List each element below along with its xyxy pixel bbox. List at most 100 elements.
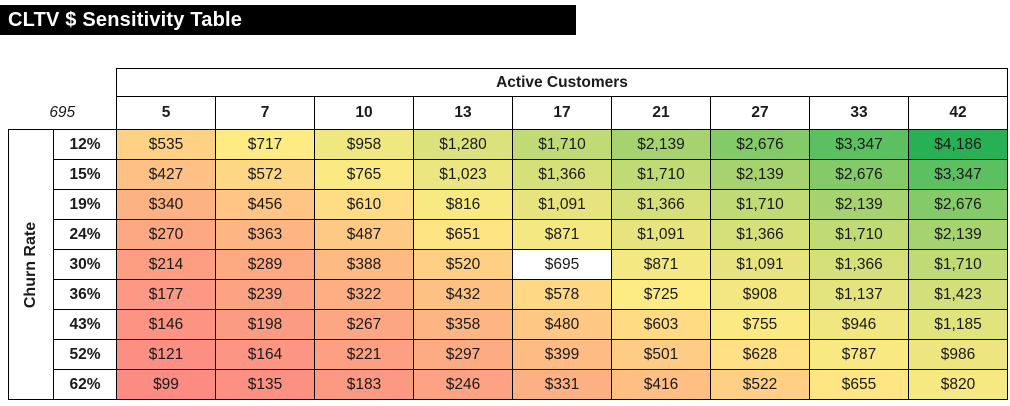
table-cell[interactable]: $520 — [413, 249, 513, 280]
table-cell[interactable]: $146 — [116, 309, 216, 340]
table-cell[interactable]: $1,185 — [908, 309, 1008, 340]
table-cell[interactable]: $1,710 — [809, 219, 909, 250]
table-cell[interactable]: $2,139 — [710, 159, 810, 190]
table-cell[interactable]: $3,347 — [809, 129, 909, 160]
column-header[interactable]: 5 — [116, 96, 216, 130]
table-cell[interactable]: $214 — [116, 249, 216, 280]
table-cell[interactable]: $986 — [908, 339, 1008, 370]
base-case-cell[interactable]: $695 — [512, 249, 612, 280]
table-cell[interactable]: $871 — [512, 219, 612, 250]
table-cell[interactable]: $1,710 — [908, 249, 1008, 280]
table-cell[interactable]: $578 — [512, 279, 612, 310]
table-cell[interactable]: $655 — [809, 369, 909, 400]
table-cell[interactable]: $501 — [611, 339, 711, 370]
table-cell[interactable]: $2,139 — [611, 129, 711, 160]
table-cell[interactable]: $765 — [314, 159, 414, 190]
row-header[interactable]: 12% — [53, 129, 117, 160]
table-cell[interactable]: $297 — [413, 339, 513, 370]
table-cell[interactable]: $1,137 — [809, 279, 909, 310]
table-cell[interactable]: $1,423 — [908, 279, 1008, 310]
table-cell[interactable]: $135 — [215, 369, 315, 400]
table-cell[interactable]: $267 — [314, 309, 414, 340]
column-group-header[interactable]: Active Customers — [116, 68, 1008, 97]
table-cell[interactable]: $1,023 — [413, 159, 513, 190]
table-cell[interactable]: $1,366 — [512, 159, 612, 190]
table-cell[interactable]: $456 — [215, 189, 315, 220]
row-header[interactable]: 24% — [53, 219, 117, 250]
table-cell[interactable]: $164 — [215, 339, 315, 370]
row-header[interactable]: 15% — [53, 159, 117, 190]
table-cell[interactable]: $432 — [413, 279, 513, 310]
table-cell[interactable]: $717 — [215, 129, 315, 160]
column-header[interactable]: 7 — [215, 96, 315, 130]
table-cell[interactable]: $2,676 — [710, 129, 810, 160]
table-cell[interactable]: $4,186 — [908, 129, 1008, 160]
table-cell[interactable]: $572 — [215, 159, 315, 190]
row-header[interactable]: 19% — [53, 189, 117, 220]
column-header[interactable]: 17 — [512, 96, 612, 130]
table-cell[interactable]: $908 — [710, 279, 810, 310]
table-cell[interactable]: $610 — [314, 189, 414, 220]
row-header[interactable]: 52% — [53, 339, 117, 370]
table-cell[interactable]: $198 — [215, 309, 315, 340]
table-cell[interactable]: $246 — [413, 369, 513, 400]
column-header[interactable]: 33 — [809, 96, 909, 130]
table-cell[interactable]: $871 — [611, 249, 711, 280]
table-cell[interactable]: $487 — [314, 219, 414, 250]
table-cell[interactable]: $1,366 — [710, 219, 810, 250]
row-header[interactable]: 36% — [53, 279, 117, 310]
table-cell[interactable]: $289 — [215, 249, 315, 280]
base-case-corner-value[interactable]: 695 — [8, 96, 117, 130]
table-cell[interactable]: $331 — [512, 369, 612, 400]
table-cell[interactable]: $958 — [314, 129, 414, 160]
table-cell[interactable]: $787 — [809, 339, 909, 370]
table-cell[interactable]: $725 — [611, 279, 711, 310]
table-cell[interactable]: $416 — [611, 369, 711, 400]
table-cell[interactable]: $322 — [314, 279, 414, 310]
column-header[interactable]: 13 — [413, 96, 513, 130]
table-cell[interactable]: $2,676 — [908, 189, 1008, 220]
table-cell[interactable]: $1,091 — [512, 189, 612, 220]
row-header[interactable]: 43% — [53, 309, 117, 340]
table-cell[interactable]: $2,139 — [908, 219, 1008, 250]
table-cell[interactable]: $522 — [710, 369, 810, 400]
table-cell[interactable]: $2,676 — [809, 159, 909, 190]
column-header[interactable]: 27 — [710, 96, 810, 130]
row-group-header[interactable]: Churn Rate — [8, 129, 54, 400]
table-cell[interactable]: $363 — [215, 219, 315, 250]
table-cell[interactable]: $358 — [413, 309, 513, 340]
table-cell[interactable]: $427 — [116, 159, 216, 190]
table-cell[interactable]: $1,710 — [710, 189, 810, 220]
table-cell[interactable]: $1,366 — [611, 189, 711, 220]
table-cell[interactable]: $820 — [908, 369, 1008, 400]
table-cell[interactable]: $603 — [611, 309, 711, 340]
table-cell[interactable]: $816 — [413, 189, 513, 220]
table-cell[interactable]: $221 — [314, 339, 414, 370]
table-cell[interactable]: $388 — [314, 249, 414, 280]
column-header[interactable]: 42 — [908, 96, 1008, 130]
table-cell[interactable]: $651 — [413, 219, 513, 250]
table-cell[interactable]: $535 — [116, 129, 216, 160]
table-cell[interactable]: $399 — [512, 339, 612, 370]
table-cell[interactable]: $2,139 — [809, 189, 909, 220]
row-header[interactable]: 62% — [53, 369, 117, 400]
table-cell[interactable]: $177 — [116, 279, 216, 310]
table-cell[interactable]: $946 — [809, 309, 909, 340]
table-cell[interactable]: $1,710 — [611, 159, 711, 190]
table-cell[interactable]: $99 — [116, 369, 216, 400]
table-cell[interactable]: $3,347 — [908, 159, 1008, 190]
table-cell[interactable]: $480 — [512, 309, 612, 340]
table-cell[interactable]: $1,710 — [512, 129, 612, 160]
table-cell[interactable]: $628 — [710, 339, 810, 370]
table-cell[interactable]: $270 — [116, 219, 216, 250]
table-cell[interactable]: $183 — [314, 369, 414, 400]
table-cell[interactable]: $340 — [116, 189, 216, 220]
table-cell[interactable]: $1,280 — [413, 129, 513, 160]
row-header[interactable]: 30% — [53, 249, 117, 280]
table-cell[interactable]: $1,091 — [710, 249, 810, 280]
table-cell[interactable]: $1,091 — [611, 219, 711, 250]
table-cell[interactable]: $121 — [116, 339, 216, 370]
column-header[interactable]: 10 — [314, 96, 414, 130]
table-cell[interactable]: $1,366 — [809, 249, 909, 280]
table-cell[interactable]: $755 — [710, 309, 810, 340]
